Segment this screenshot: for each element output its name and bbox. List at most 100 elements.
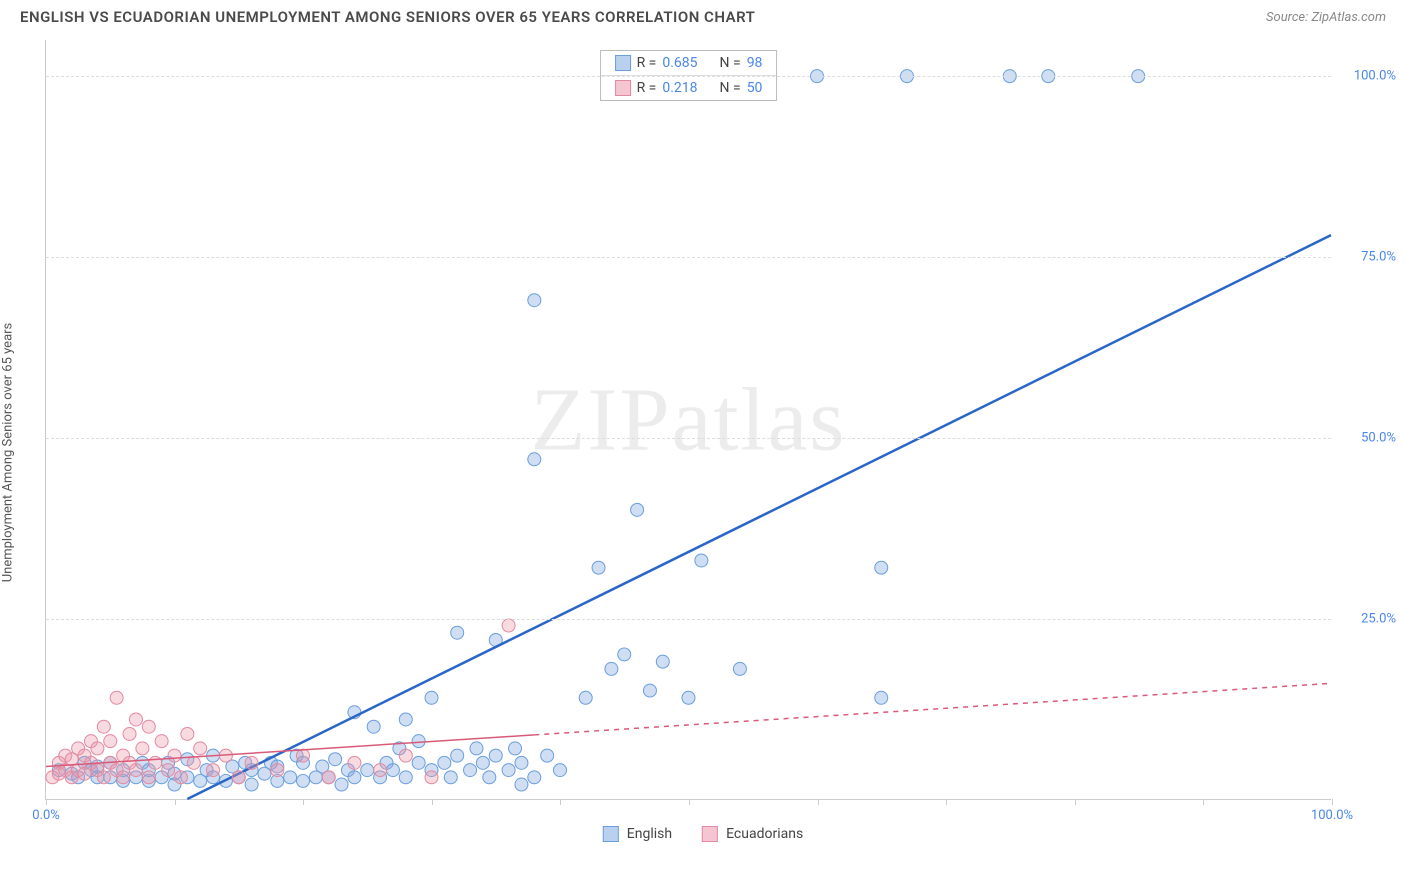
data-point: [425, 691, 438, 704]
data-point: [470, 742, 483, 755]
data-point: [129, 713, 142, 726]
x-tick: [1075, 799, 1076, 805]
x-tick: [432, 799, 433, 805]
legend-correlation-row: R = 0.218N = 50: [601, 76, 777, 100]
legend-series-label: Ecuadorians: [726, 826, 803, 842]
data-point: [476, 756, 489, 769]
data-point: [489, 749, 502, 762]
data-point: [412, 756, 425, 769]
x-tick: [1332, 799, 1333, 805]
data-point: [284, 771, 297, 784]
data-point: [97, 720, 110, 733]
x-tick-label: 0.0%: [32, 808, 60, 823]
data-point: [412, 735, 425, 748]
data-point: [515, 778, 528, 791]
data-point: [733, 662, 746, 675]
data-point: [502, 764, 515, 777]
data-point: [541, 749, 554, 762]
data-point: [875, 561, 888, 574]
x-tick: [1203, 799, 1204, 805]
legend-series-item: English: [603, 826, 672, 842]
data-point: [554, 764, 567, 777]
data-point: [438, 756, 451, 769]
data-point: [136, 742, 149, 755]
data-point: [174, 771, 187, 784]
data-point: [194, 742, 207, 755]
x-tick: [560, 799, 561, 805]
data-point: [618, 648, 631, 661]
chart-title: ENGLISH VS ECUADORIAN UNEMPLOYMENT AMONG…: [20, 8, 755, 26]
gridline: [46, 257, 1331, 258]
data-point: [361, 764, 374, 777]
data-point: [91, 742, 104, 755]
data-point: [168, 749, 181, 762]
data-point: [399, 713, 412, 726]
data-point: [322, 771, 335, 784]
data-point: [245, 756, 258, 769]
data-point: [444, 771, 457, 784]
data-point: [528, 771, 541, 784]
chart-container: Unemployment Among Seniors over 65 years…: [0, 30, 1406, 860]
data-point: [592, 561, 605, 574]
data-point: [631, 503, 644, 516]
data-point: [271, 764, 284, 777]
data-point: [515, 756, 528, 769]
x-tick: [689, 799, 690, 805]
data-point: [97, 771, 110, 784]
y-tick-label: 100.0%: [1354, 69, 1396, 84]
series-legend: English Ecuadorians: [603, 826, 803, 842]
data-point: [643, 684, 656, 697]
data-point: [117, 771, 130, 784]
data-point: [374, 764, 387, 777]
legend-swatch: [615, 55, 631, 71]
data-point: [451, 626, 464, 639]
legend-series-item: Ecuadorians: [702, 826, 803, 842]
data-point: [875, 691, 888, 704]
data-point: [483, 771, 496, 784]
data-point: [605, 662, 618, 675]
data-point: [451, 749, 464, 762]
data-point: [110, 691, 123, 704]
scatter-svg: [46, 40, 1331, 799]
data-point: [579, 691, 592, 704]
data-point: [502, 619, 515, 632]
data-point: [509, 742, 522, 755]
plot-area: ZIPatlas R = 0.685N = 98R = 0.218N = 50 …: [45, 40, 1331, 800]
data-point: [399, 749, 412, 762]
x-tick: [46, 799, 47, 805]
legend-swatch: [702, 826, 718, 842]
x-tick: [175, 799, 176, 805]
gridline: [46, 76, 1331, 77]
data-point: [149, 756, 162, 769]
gridline: [46, 619, 1331, 620]
data-point: [348, 771, 361, 784]
data-point: [528, 453, 541, 466]
data-point: [104, 735, 117, 748]
data-point: [245, 778, 258, 791]
x-tick-label: 100.0%: [1311, 808, 1353, 823]
regression-line: [187, 235, 1331, 799]
data-point: [656, 655, 669, 668]
y-tick-label: 50.0%: [1361, 431, 1396, 446]
data-point: [348, 756, 361, 769]
data-point: [207, 764, 220, 777]
source-attribution: Source: ZipAtlas.com: [1266, 10, 1386, 25]
data-point: [425, 771, 438, 784]
data-point: [386, 764, 399, 777]
data-point: [528, 294, 541, 307]
data-point: [142, 771, 155, 784]
data-point: [162, 764, 175, 777]
y-tick-label: 75.0%: [1361, 250, 1396, 265]
legend-swatch: [603, 826, 619, 842]
data-point: [142, 720, 155, 733]
x-tick: [303, 799, 304, 805]
data-point: [695, 554, 708, 567]
x-tick: [946, 799, 947, 805]
data-point: [187, 756, 200, 769]
data-point: [123, 727, 136, 740]
data-point: [682, 691, 695, 704]
data-point: [297, 774, 310, 787]
gridline: [46, 438, 1331, 439]
y-axis-label: Unemployment Among Seniors over 65 years: [1, 323, 16, 583]
data-point: [399, 771, 412, 784]
